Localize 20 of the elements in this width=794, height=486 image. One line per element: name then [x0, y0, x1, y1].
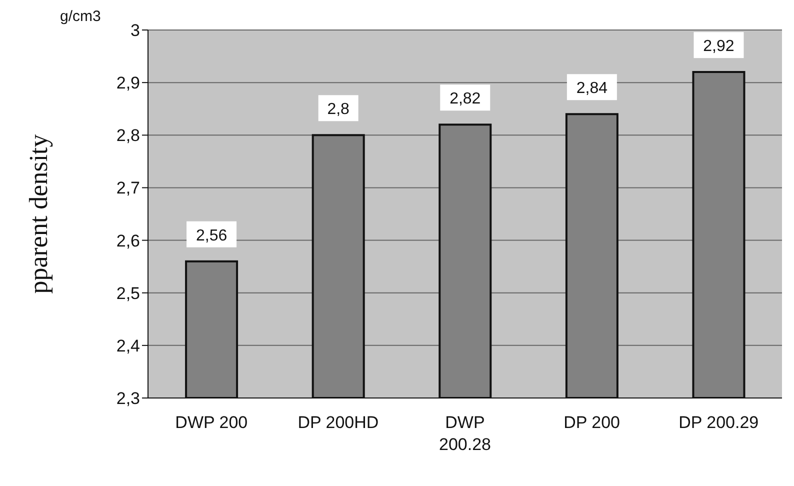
- data-label: 2,92: [703, 38, 734, 56]
- y-tick-label: 2,8: [116, 126, 140, 146]
- data-label: 2,84: [576, 80, 608, 98]
- y-tick-label: 2,9: [116, 74, 140, 93]
- x-tick-label: DWP 200: [175, 413, 248, 432]
- x-tick-label: DP 200HD: [298, 413, 379, 432]
- y-tick-label: 3: [130, 21, 140, 40]
- x-tick-label: DWP 200.28: [439, 413, 491, 454]
- data-label: 2,82: [450, 90, 481, 108]
- y-axis-title: pparent density: [24, 134, 54, 294]
- x-tick-label: DP 200: [564, 413, 620, 432]
- text: g/cm3: [60, 8, 101, 25]
- data-label: 2,56: [196, 227, 228, 244]
- y-tick-label: 2,7: [116, 178, 140, 198]
- y-tick-label: 2,5: [116, 284, 140, 303]
- y-tick-label: 2,3: [116, 389, 140, 408]
- y-tick-label: 2,6: [116, 231, 140, 250]
- y-tick-label: 2,4: [116, 336, 140, 356]
- x-tick-label: DP 200.29: [678, 413, 759, 432]
- data-label: 2,8: [327, 101, 350, 118]
